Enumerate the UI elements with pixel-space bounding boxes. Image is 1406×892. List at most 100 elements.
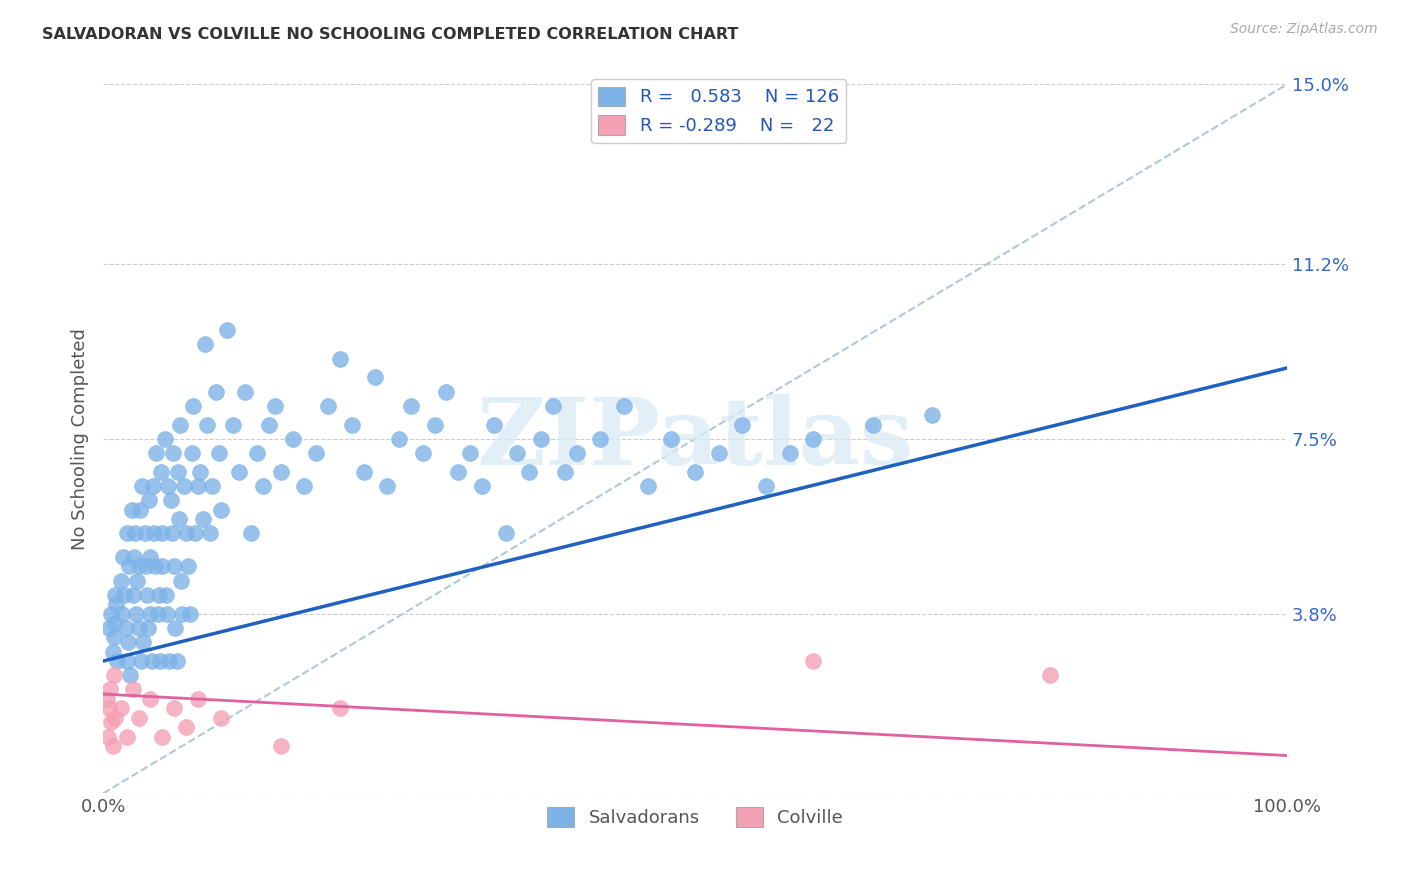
Point	[117, 635, 139, 649]
Point	[399, 399, 422, 413]
Point	[104, 711, 127, 725]
Point	[329, 351, 352, 366]
Point	[779, 446, 801, 460]
Point	[110, 574, 132, 588]
Point	[100, 607, 122, 621]
Point	[121, 503, 143, 517]
Point	[142, 479, 165, 493]
Y-axis label: No Schooling Completed: No Schooling Completed	[72, 328, 89, 549]
Point	[173, 479, 195, 493]
Point	[115, 654, 138, 668]
Point	[135, 559, 157, 574]
Point	[292, 479, 315, 493]
Point	[281, 432, 304, 446]
Point	[263, 399, 285, 413]
Point	[104, 616, 127, 631]
Point	[149, 654, 172, 668]
Point	[157, 479, 180, 493]
Point	[252, 479, 274, 493]
Point	[104, 588, 127, 602]
Point	[204, 384, 226, 399]
Point	[801, 654, 824, 668]
Point	[115, 526, 138, 541]
Point	[482, 417, 505, 432]
Point	[217, 323, 239, 337]
Point	[129, 654, 152, 668]
Point	[167, 512, 190, 526]
Point	[412, 446, 434, 460]
Point	[270, 739, 292, 753]
Point	[211, 711, 233, 725]
Point	[132, 635, 155, 649]
Point	[162, 446, 184, 460]
Text: Source: ZipAtlas.com: Source: ZipAtlas.com	[1230, 22, 1378, 37]
Point	[124, 526, 146, 541]
Point	[96, 691, 118, 706]
Point	[135, 588, 157, 602]
Point	[139, 607, 162, 621]
Point	[136, 621, 159, 635]
Text: SALVADORAN VS COLVILLE NO SCHOOLING COMPLETED CORRELATION CHART: SALVADORAN VS COLVILLE NO SCHOOLING COMP…	[42, 27, 738, 42]
Point	[166, 654, 188, 668]
Point	[340, 417, 363, 432]
Point	[150, 559, 173, 574]
Point	[150, 730, 173, 744]
Point	[353, 465, 375, 479]
Point	[98, 701, 121, 715]
Point	[707, 446, 730, 460]
Point	[114, 621, 136, 635]
Point	[98, 682, 121, 697]
Text: ZIPatlas: ZIPatlas	[477, 394, 914, 483]
Point	[423, 417, 446, 432]
Point	[506, 446, 529, 460]
Point	[495, 526, 517, 541]
Point	[112, 549, 135, 564]
Point	[613, 399, 636, 413]
Point	[517, 465, 540, 479]
Point	[921, 409, 943, 423]
Point	[166, 465, 188, 479]
Point	[637, 479, 659, 493]
Point	[121, 588, 143, 602]
Point	[139, 549, 162, 564]
Point	[862, 417, 884, 432]
Point	[458, 446, 481, 460]
Point	[191, 512, 214, 526]
Point	[128, 711, 150, 725]
Point	[163, 701, 186, 715]
Point	[565, 446, 588, 460]
Point	[184, 526, 207, 541]
Point	[240, 526, 263, 541]
Point	[541, 399, 564, 413]
Point	[179, 607, 201, 621]
Point	[165, 621, 187, 635]
Point	[160, 526, 183, 541]
Point	[471, 479, 494, 493]
Point	[530, 432, 553, 446]
Point	[105, 597, 128, 611]
Point	[222, 417, 245, 432]
Point	[174, 720, 197, 734]
Point	[105, 654, 128, 668]
Point	[228, 465, 250, 479]
Point	[434, 384, 457, 399]
Point	[195, 417, 218, 432]
Point	[127, 574, 149, 588]
Point	[139, 691, 162, 706]
Point	[388, 432, 411, 446]
Point	[101, 644, 124, 658]
Point	[101, 739, 124, 753]
Point	[188, 465, 211, 479]
Point	[187, 691, 209, 706]
Point	[128, 621, 150, 635]
Point	[98, 621, 121, 635]
Point	[375, 479, 398, 493]
Point	[270, 465, 292, 479]
Point	[198, 526, 221, 541]
Point	[211, 503, 233, 517]
Point	[305, 446, 328, 460]
Point	[145, 446, 167, 460]
Point	[121, 682, 143, 697]
Point	[138, 493, 160, 508]
Point	[187, 479, 209, 493]
